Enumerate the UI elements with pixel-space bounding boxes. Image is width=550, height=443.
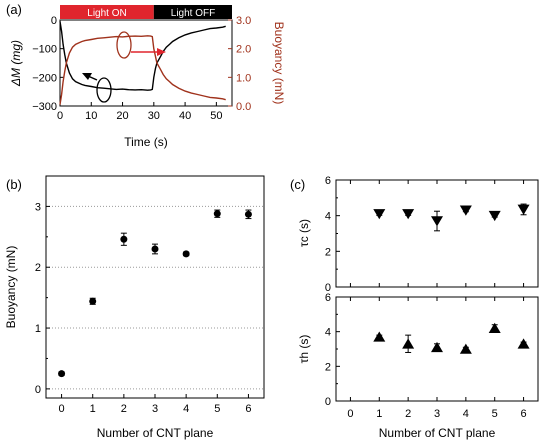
panel-c-upper-ytick-label: 6: [325, 175, 331, 187]
panel-b-xlabel: Number of CNT plane: [97, 426, 214, 440]
panel-c-upper-point: [459, 205, 472, 216]
panel-b-xtick-label: 3: [152, 403, 158, 415]
buoyancy-arrowhead: [157, 48, 166, 56]
light-on-bar: [60, 5, 154, 19]
panel-b-ylabel: Buoyancy (mN): [4, 246, 18, 329]
panel-a-ytick-left-label: −100: [32, 44, 57, 56]
panel-c-lower-ytick-label: 4: [325, 327, 331, 339]
panel-c-lower-ylabel: τh (s): [297, 335, 311, 364]
panel-b-xtick-label: 0: [59, 403, 65, 415]
panel-c-lower-point: [488, 322, 501, 333]
panel-label-c: (c): [290, 177, 305, 192]
panel-c-lower-point: [431, 341, 443, 353]
panel-b-frame: [45, 175, 265, 399]
panel-a-xtick-label: 40: [179, 110, 191, 122]
panel-b-point: [58, 370, 66, 378]
buoyancy-line: [59, 35, 226, 105]
panel-c-lower-xlabel: Number of CNT plane: [379, 426, 496, 440]
panel-c-lower-xtick-label: 0: [347, 408, 353, 420]
panel-c-lower-xtick-label: 5: [492, 408, 498, 420]
panel-b-ytick-label: 3: [35, 201, 41, 213]
panel-a-xtick-label: 0: [57, 110, 63, 122]
panel-c-lower-xtick-label: 4: [463, 408, 469, 420]
panel-c-upper-ytick-label: 0: [325, 282, 331, 294]
panel-b-xtick-label: 4: [183, 403, 189, 415]
panel-a-ylabel-right: Buoyancy (mN): [272, 22, 286, 105]
panel-b-point: [244, 210, 252, 218]
panel-a-ylabel-left: ΔM (mg): [9, 40, 23, 87]
panel-c-upper-ytick-label: 2: [325, 246, 331, 258]
panel-c-lower-ytick-label: 0: [325, 396, 331, 408]
panel-a-ytick-right-label: 3.0: [236, 15, 251, 27]
panel-c-upper: 0 2 4 6 τc (s): [297, 175, 539, 294]
panel-c-upper-point: [373, 209, 386, 220]
panel-c-lower-point: [459, 343, 472, 354]
panel-c-lower-point: [402, 338, 415, 349]
light-off-bar: [153, 5, 232, 19]
mass-arrowhead: [82, 73, 92, 80]
panel-b: 0 1 2 3 4 5 6 0 1 2 3 Number of CNT plane Buoyanc…: [4, 175, 265, 440]
panel-b-point: [120, 235, 128, 243]
panel-c-lower-xtick-label: 6: [521, 408, 527, 420]
light-off-label: Light OFF: [171, 8, 215, 19]
panel-a-xtick-label: 30: [148, 110, 160, 122]
mass-change-line: [59, 21, 226, 91]
light-on-label: Light ON: [87, 8, 126, 19]
panel-c-upper-point: [431, 216, 443, 227]
panel-a-xtick-label: 20: [116, 110, 128, 122]
panel-c-upper-point: [402, 209, 415, 220]
panel-c-lower-ytick-label: 6: [325, 292, 331, 304]
panel-c-lower-ytick-label: 2: [325, 361, 331, 373]
panel-a: Light ON Light OFF 0 10 20 30 40 50 0 −100 −200…: [9, 5, 286, 149]
panel-a-xtick-label: 50: [210, 110, 222, 122]
buoyancy-ellipse-annotation: [116, 31, 132, 59]
panel-label-a: (a): [6, 2, 22, 17]
panel-b-ytick-label: 0: [35, 384, 41, 396]
panel-b-point: [89, 297, 97, 305]
panel-c-upper-point: [517, 204, 530, 215]
panel-c-upper-ytick-label: 4: [325, 211, 331, 223]
panel-a-ytick-left-label: −200: [32, 72, 57, 84]
panel-c-upper-frame: [335, 179, 539, 288]
panel-b-xtick-label: 6: [245, 403, 251, 415]
panel-a-frame: [59, 19, 233, 107]
panel-a-xtick-label: 10: [85, 110, 97, 122]
panel-c-lower-point: [517, 338, 530, 349]
panel-b-point: [213, 210, 221, 218]
mass-ellipse-annotation: [96, 77, 112, 103]
panel-b-point: [182, 250, 190, 258]
panel-c-lower-xtick-label: 3: [434, 408, 440, 420]
panel-c-upper-point: [488, 210, 501, 222]
panel-a-xlabel: Time (s): [124, 135, 168, 149]
panel-a-ytick-right-label: 2.0: [236, 44, 251, 56]
panel-c-lower-xtick-label: 1: [376, 408, 382, 420]
panel-a-ytick-right-label: 1.0: [236, 72, 251, 84]
panel-label-b: (b): [6, 177, 22, 192]
panel-b-point: [151, 245, 159, 253]
panel-c-lower: 0 1 2 3 4 5 6 0 2 4 6 Number of CNT plane τh (s): [297, 292, 539, 440]
panel-a-ytick-right-label: 0.0: [236, 101, 251, 113]
panel-c-lower-point: [373, 331, 386, 342]
panel-b-xtick-label: 1: [90, 403, 96, 415]
panel-b-xtick-label: 2: [121, 403, 127, 415]
panel-c-upper-ylabel: τc (s): [297, 219, 311, 247]
panel-b-xtick-label: 5: [214, 403, 220, 415]
panel-c-lower-xtick-label: 2: [405, 408, 411, 420]
panel-a-ytick-left-label: −300: [32, 101, 57, 113]
panel-b-ytick-label: 1: [35, 323, 41, 335]
panel-a-ytick-left-label: 0: [51, 15, 57, 27]
panel-b-ytick-label: 2: [35, 262, 41, 274]
